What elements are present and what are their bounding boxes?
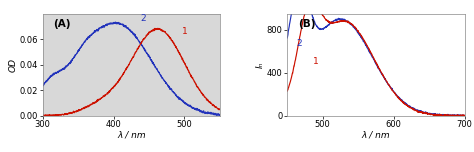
Text: 2: 2 <box>296 39 302 48</box>
X-axis label: λ / nm: λ / nm <box>117 131 146 140</box>
Text: 1: 1 <box>313 57 319 66</box>
Text: 2: 2 <box>140 14 146 23</box>
Y-axis label: Iₙ: Iₙ <box>256 61 265 68</box>
X-axis label: λ / nm: λ / nm <box>362 131 390 140</box>
Text: (A): (A) <box>53 19 71 29</box>
Text: (B): (B) <box>298 19 315 29</box>
Y-axis label: OD: OD <box>9 58 18 72</box>
Text: 1: 1 <box>182 27 188 36</box>
